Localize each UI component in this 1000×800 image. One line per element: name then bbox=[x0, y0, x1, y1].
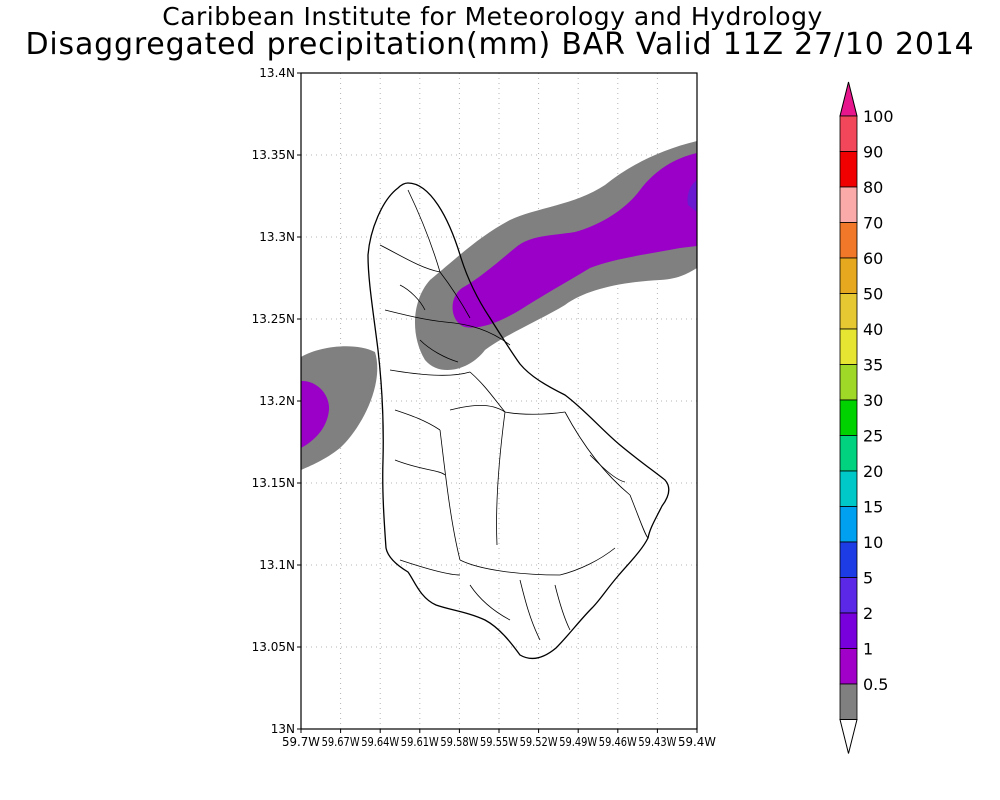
lon-tick-label: 59.43W bbox=[638, 735, 676, 749]
colorbar-swatch bbox=[839, 364, 858, 401]
colorbar-swatch bbox=[839, 470, 858, 507]
colorbar-swatch bbox=[839, 612, 858, 649]
colorbar-label: 90 bbox=[863, 143, 883, 162]
colorbar-label: 5 bbox=[863, 569, 873, 588]
lon-tick-label: 59.67W bbox=[322, 735, 360, 749]
lon-tick-label: 59.61W bbox=[401, 735, 439, 749]
colorbar-swatch bbox=[839, 506, 858, 543]
colorbar-swatch bbox=[839, 186, 858, 223]
lon-tick-label: 59.4W bbox=[678, 735, 716, 749]
latitude-axis: 13N 13.05N 13.1N 13.15N 13.2N 13.25N 13.3N 13.3… bbox=[252, 66, 301, 736]
colorbar-label: 15 bbox=[863, 498, 883, 517]
colorbar-label: 1 bbox=[863, 640, 873, 659]
colorbar-label: 100 bbox=[863, 107, 894, 126]
lat-tick-label: 13.15N bbox=[252, 476, 295, 490]
lon-tick-label: 59.58W bbox=[440, 735, 478, 749]
colorbar-swatch bbox=[839, 222, 858, 259]
precip-band-northeast-1mm bbox=[452, 153, 697, 328]
lat-tick-label: 13N bbox=[271, 722, 295, 736]
lon-tick-label: 59.55W bbox=[480, 735, 518, 749]
colorbar-label: 40 bbox=[863, 320, 883, 339]
colorbar-label: 20 bbox=[863, 462, 883, 481]
colorbar-label: 10 bbox=[863, 533, 883, 552]
colorbar-label: 50 bbox=[863, 285, 883, 304]
lat-tick-label: 13.35N bbox=[252, 148, 295, 162]
plot-area bbox=[300, 72, 698, 730]
colorbar-label: 80 bbox=[863, 178, 883, 197]
barbados-coastline bbox=[367, 182, 670, 660]
lat-tick-label: 13.3N bbox=[259, 230, 295, 244]
colorbar-swatch bbox=[839, 399, 858, 436]
precip-band-northeast-2mm bbox=[687, 180, 697, 212]
lat-tick-label: 13.05N bbox=[252, 640, 295, 654]
colorbar-swatch bbox=[839, 293, 858, 330]
colorbar-label: 35 bbox=[863, 356, 883, 375]
colorbar-swatch bbox=[839, 435, 858, 472]
colorbar-swatch bbox=[839, 683, 858, 720]
colorbar-swatch bbox=[839, 541, 858, 578]
colorbar-label: 2 bbox=[863, 604, 873, 623]
colorbar-top-triangle bbox=[839, 81, 858, 117]
colorbar-bottom-triangle bbox=[839, 719, 858, 754]
precip-band-west-1mm bbox=[301, 380, 330, 448]
lon-tick-label: 59.52W bbox=[520, 735, 558, 749]
lon-tick-label: 59.7W bbox=[282, 735, 320, 749]
colorbar-label: 60 bbox=[863, 249, 883, 268]
colorbar-swatch bbox=[839, 115, 858, 152]
colorbar-label: 25 bbox=[863, 427, 883, 446]
precipitation-layer bbox=[301, 141, 697, 470]
lon-tick-label: 59.46W bbox=[599, 735, 637, 749]
longitude-axis: 59.7W 59.67W 59.64W 59.61W 59.58W 59.55W 59.52… bbox=[282, 729, 716, 749]
colorbar-swatch bbox=[839, 151, 858, 188]
chart-subtitle: Disaggregated precipitation(mm) BAR Vali… bbox=[25, 27, 975, 62]
lon-tick-label: 59.49W bbox=[559, 735, 597, 749]
lat-tick-label: 13.25N bbox=[252, 312, 295, 326]
colorbar-label: 0.5 bbox=[863, 675, 888, 694]
colorbar-label: 70 bbox=[863, 214, 883, 233]
colorbar-swatch bbox=[839, 257, 858, 294]
precip-band-west-0_5mm bbox=[301, 346, 378, 470]
colorbar-label: 30 bbox=[863, 391, 883, 410]
colorbar-swatch bbox=[839, 577, 858, 614]
lat-tick-label: 13.2N bbox=[259, 394, 295, 408]
parish-boundaries bbox=[379, 189, 649, 641]
colorbar-swatch bbox=[839, 328, 858, 365]
lat-tick-label: 13.1N bbox=[259, 558, 295, 572]
lon-tick-label: 59.64W bbox=[361, 735, 399, 749]
lat-tick-label: 13.4N bbox=[259, 66, 295, 80]
precipitation-colorbar: 100 90 80 70 60 50 40 35 30 25 20 15 10 5 2 1 0.5 bbox=[839, 81, 894, 754]
chart-title: Caribbean Institute for Meteorology and … bbox=[162, 2, 823, 31]
colorbar-swatch bbox=[839, 648, 858, 685]
